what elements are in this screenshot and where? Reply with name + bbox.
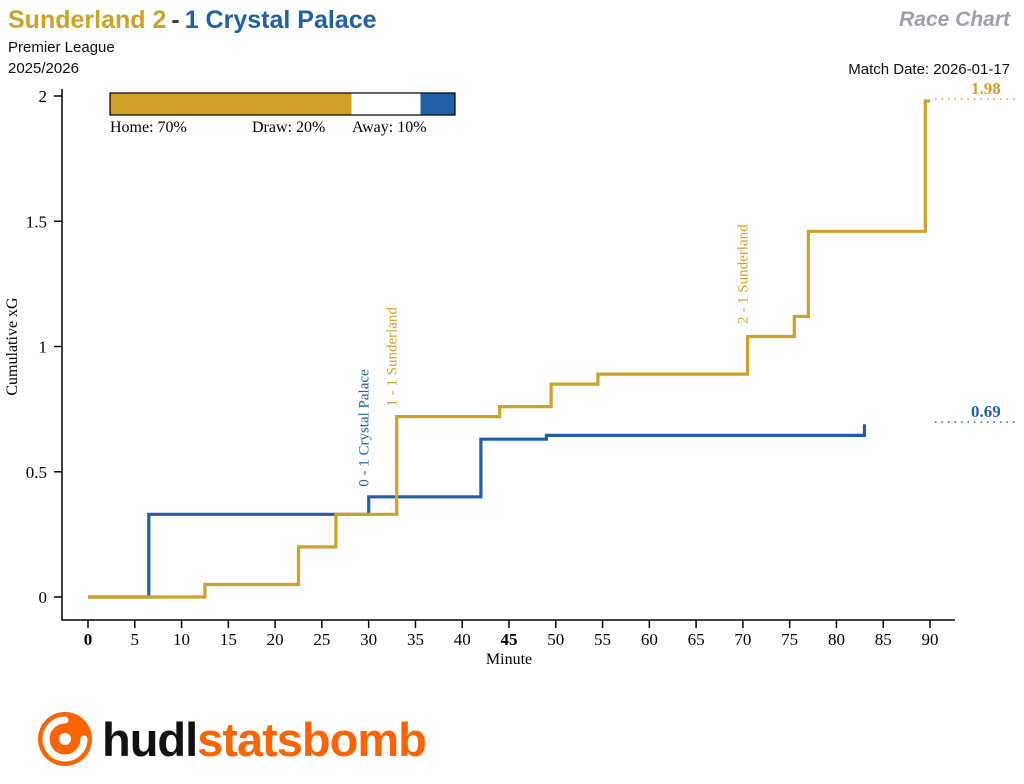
x-tick-label: 60 [641,630,658,649]
goal-annotation: 1 - 1 Sunderland [385,307,401,407]
hudl-statsbomb-logo: hudlstatsbomb [36,710,427,768]
x-tick-label: 55 [594,630,611,649]
x-tick-label: 15 [220,630,237,649]
y-axis-title: Cumulative xG [4,297,21,396]
x-tick-label: 50 [547,630,564,649]
subtitle-row: Premier League 2025/2026 Match Date: 202… [8,37,1010,79]
x-tick-label: 10 [173,630,190,649]
score-separator: - [171,6,180,34]
x-tick-label: 20 [267,630,284,649]
x-tick-label: 5 [131,630,140,649]
season-label: 2025/2026 [8,60,79,77]
legend-label-draw: Draw: 20% [252,119,325,136]
legend-bar-away [420,93,455,115]
hudl-logo-icon [38,712,92,766]
away-xg-line [88,424,867,599]
x-tick-label: 35 [407,630,424,649]
x-tick-label: 80 [828,630,845,649]
y-tick-label: 0 [39,588,48,607]
x-tick-label: 25 [313,630,330,649]
y-tick-label: 2 [39,87,48,106]
y-tick-label: 0.5 [26,463,47,482]
x-tick-label: 45 [501,630,518,649]
x-tick-label: 90 [922,630,939,649]
competition-name: Premier League [8,39,115,56]
legend-bar-home [110,93,352,115]
goal-annotation: 0 - 1 Crystal Palace [357,369,373,487]
page-title: Sunderland 2-1 Crystal Palace [8,6,377,35]
x-tick-label: 85 [875,630,892,649]
home-xg-line [88,99,930,599]
x-tick-label: 65 [688,630,705,649]
xg-race-chart: 0 0.5 1 1.5 2 0 5 10 15 20 25 30 35 40 45 50 55 60 65 70 75 8… [0,75,1024,687]
away-score-team: 1 Crystal Palace [184,6,377,34]
match-date: Match Date: 2026-01-17 [848,61,1010,78]
x-tick-label: 70 [734,630,751,649]
legend-bar-draw [351,93,421,115]
hudl-wordmark: hudl [102,712,198,766]
xg-race-chart-canvas: 00.511.520 5 10 15 20 25 30 35 40 45 50 55 60 65 70 75 8… [4,79,1016,668]
statsbomb-wordmark: statsbomb [197,712,427,766]
away-final-xg-label: 0.69 [971,402,1001,421]
home-team-score: Sunderland 2 [8,6,167,34]
x-tick-label: 75 [781,630,798,649]
goal-annotation: 2 - 1 Sunderland [736,224,752,324]
y-tick-label: 1 [39,338,48,357]
header: Sunderland 2-1 Crystal Palace Race Chart… [0,0,1024,79]
logo-wordmark: hudlstatsbomb [102,712,427,766]
axes-spines [61,89,955,621]
title-row: Sunderland 2-1 Crystal Palace Race Chart [8,6,1010,35]
y-tick-label: 1.5 [26,212,47,231]
legend-label-away: Away: 10% [352,119,427,136]
legend-bar-border [109,92,456,116]
x-tick-label: 30 [360,630,377,649]
chart-type-label: Race Chart [899,8,1010,31]
x-tick-label: 40 [454,630,471,649]
home-final-xg-label: 1.98 [971,79,1001,98]
x-axis-title: Minute [486,651,532,668]
legend-label-home: Home: 70% [110,119,187,136]
competition-block: Premier League 2025/2026 [8,37,115,79]
x-tick-label: 0 [84,630,93,649]
